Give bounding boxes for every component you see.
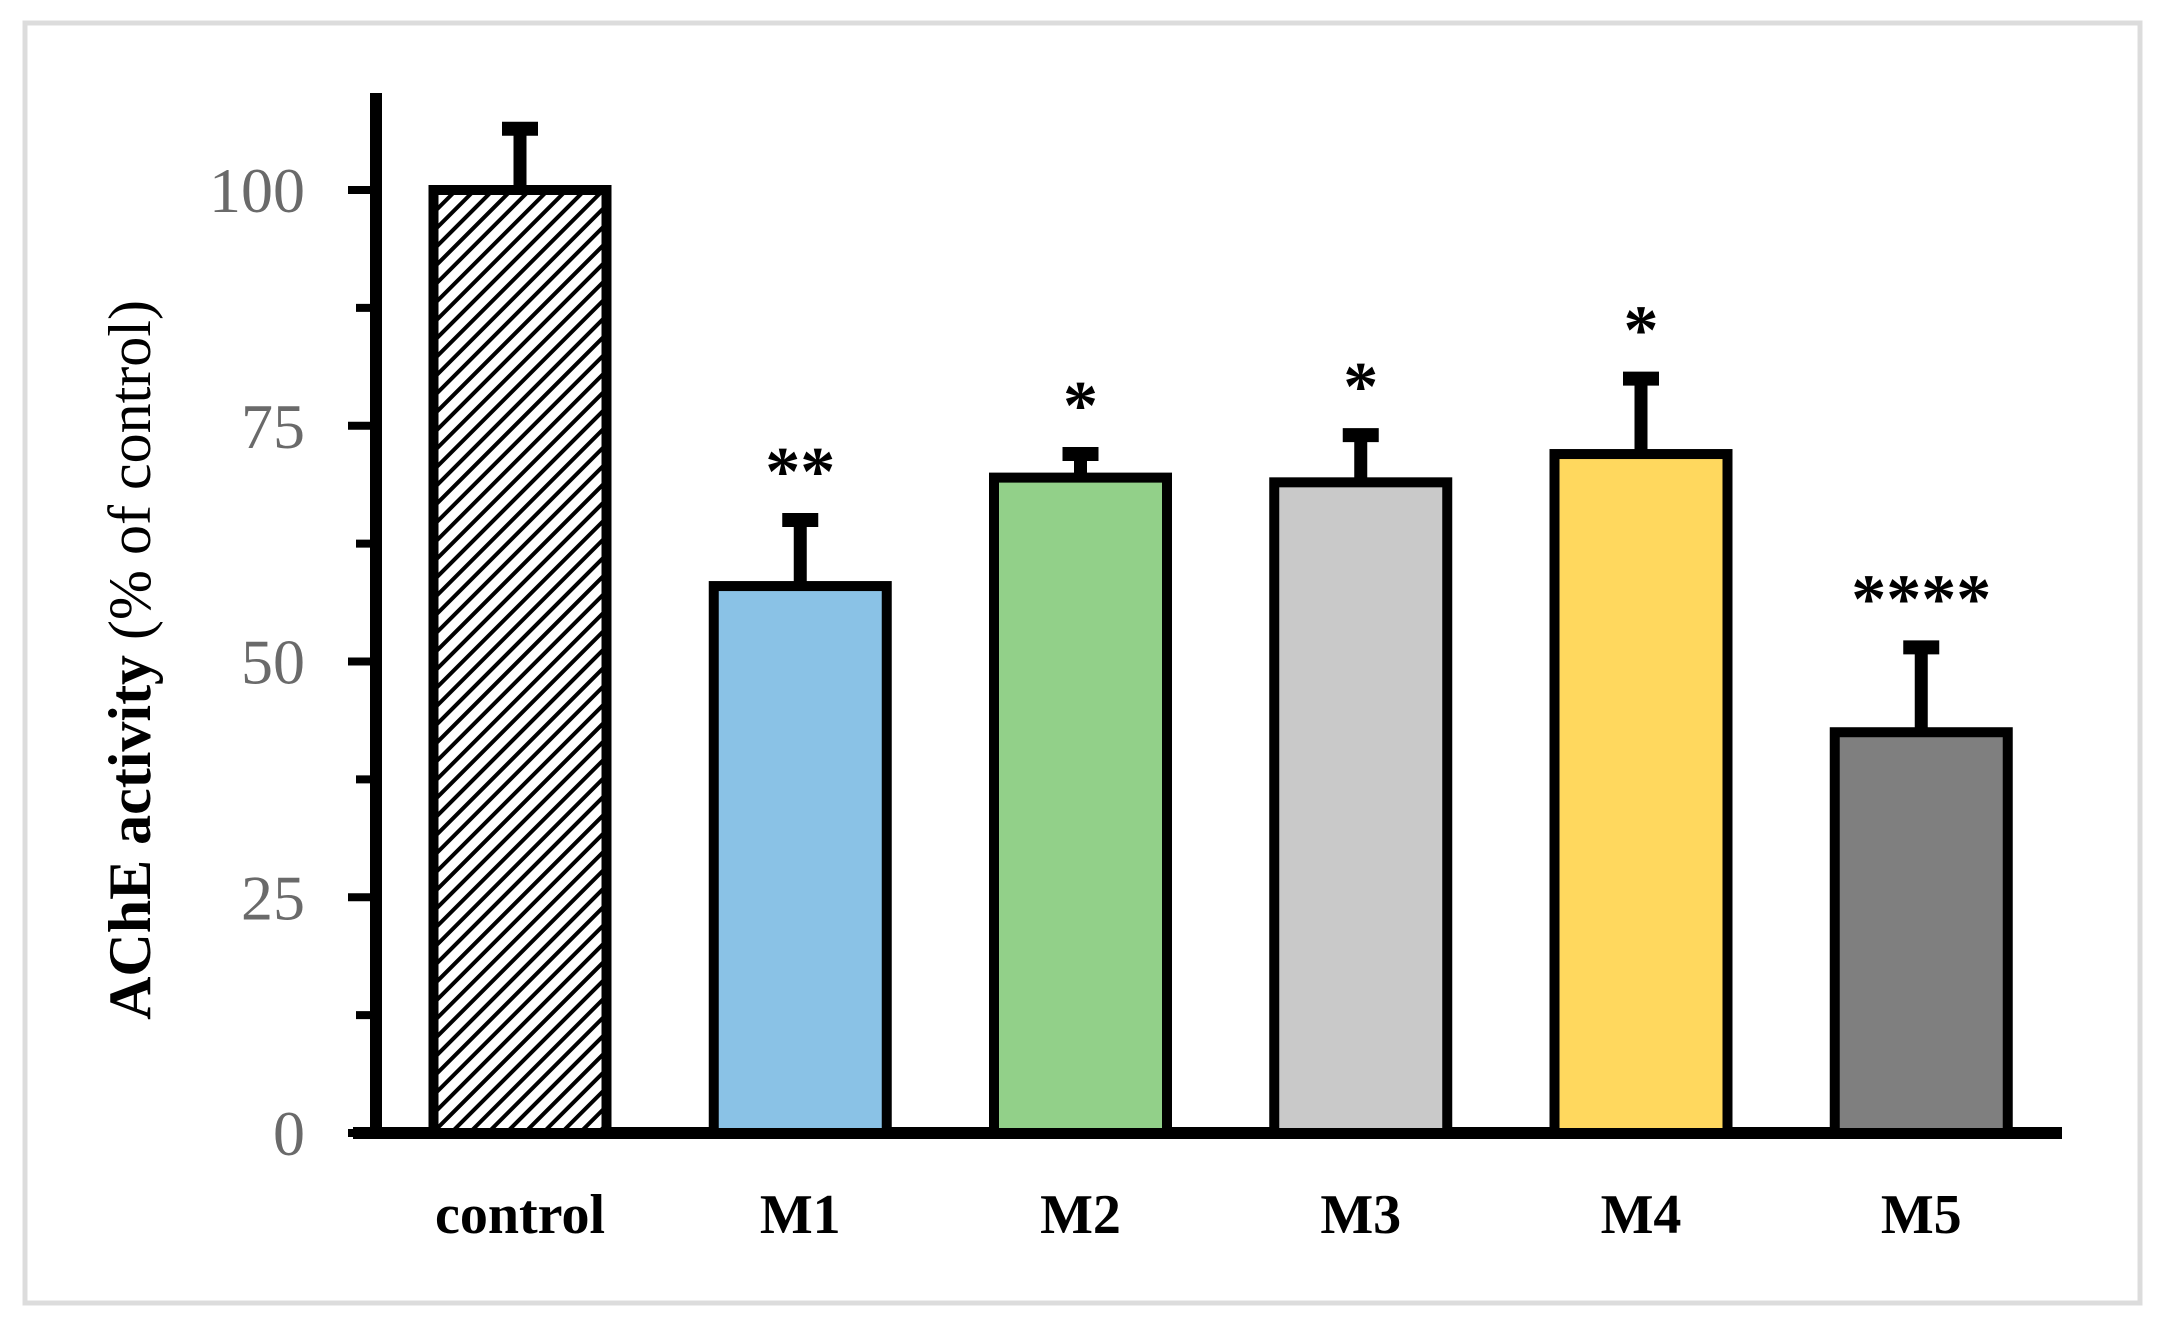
x-tick-label-M2: M2 <box>1040 1184 1121 1246</box>
x-tick-label-M5: M5 <box>1881 1184 1962 1246</box>
bar-M4 <box>1549 449 1733 1139</box>
y-tick-label: 50 <box>241 627 305 698</box>
error-bars-layer <box>502 121 1940 733</box>
bar-M5 <box>1829 727 2013 1138</box>
significance-marker-M1: ** <box>765 434 835 511</box>
x-tick-label-M3: M3 <box>1320 1184 1401 1246</box>
significance-marker-M4: * <box>1624 293 1659 370</box>
figure-frame-layer <box>22 20 2143 1306</box>
figure-border <box>22 20 2143 1306</box>
significance-marker-M2: * <box>1063 368 1098 445</box>
axes-layer <box>348 93 2062 1139</box>
y-tick-label: 100 <box>209 155 305 226</box>
y-tick-label: 0 <box>273 1098 305 1169</box>
significance-marker-M3: * <box>1343 349 1378 426</box>
significance-marker-M5: **** <box>1851 561 1991 638</box>
bar-control <box>428 185 612 1138</box>
y-tick-label: 75 <box>241 391 305 462</box>
x-tick-label-control: control <box>435 1184 605 1246</box>
bar-M3 <box>1269 477 1453 1138</box>
y-tick-label: 25 <box>241 862 305 933</box>
bar-M1 <box>708 581 892 1138</box>
text-layer: 0 25 50 75 100 control ** M1 * M2 * M3 * M4 **** M5 AChE… <box>97 155 1991 1246</box>
x-tick-label-M1: M1 <box>760 1184 841 1246</box>
bar-M2 <box>989 472 1172 1138</box>
bars-layer <box>428 185 2013 1139</box>
x-tick-label-M4: M4 <box>1601 1184 1682 1246</box>
y-axis-title: AChE activity (% of control) <box>97 300 163 1020</box>
